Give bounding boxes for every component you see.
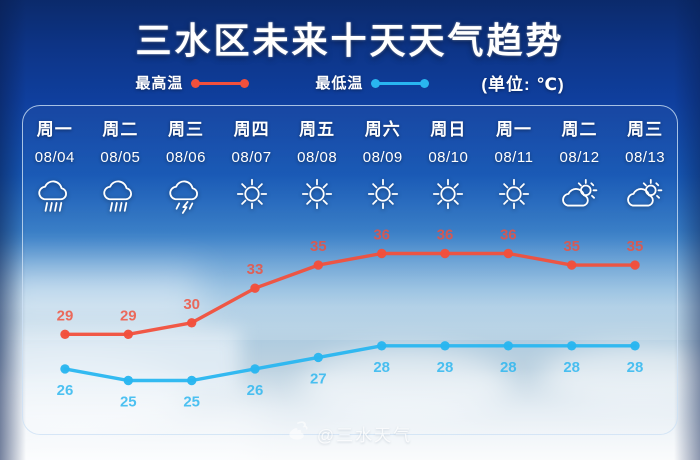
day-weekday: 周二 <box>561 120 598 139</box>
data-label: 29 <box>120 307 137 324</box>
legend-label-low: 最低温 <box>315 75 364 92</box>
day-date: 08/11 <box>494 149 534 166</box>
day-weekday: 周三 <box>627 120 664 139</box>
data-point <box>377 248 387 259</box>
day-date: 08/04 <box>34 149 75 166</box>
data-label: 29 <box>57 307 74 324</box>
day-columns: 周一 08/04 周二 08/05 周三 08/06 周四 08/07 周五 08/08 … <box>22 105 678 225</box>
data-label: 35 <box>563 238 580 255</box>
day-weekday: 周四 <box>233 120 270 139</box>
sun-icon <box>428 174 468 214</box>
day-column: 周六 08/09 <box>350 105 416 225</box>
data-point <box>567 341 577 351</box>
temperature-trend-chart: 29 29 30 33 35 36 36 36 35 35 26 25 25 26 27 28 28 28 28 28 <box>22 200 678 435</box>
page-title: 三水区未来十天天气趋势 <box>135 20 565 61</box>
day-column: 周一 08/11 <box>481 105 547 225</box>
data-point <box>60 329 70 339</box>
legend-item-high: 最高温 <box>135 72 257 93</box>
data-label: 28 <box>500 359 517 376</box>
day-column: 周五 08/08 <box>284 105 350 225</box>
day-weekday: 周三 <box>167 120 204 139</box>
data-label: 27 <box>310 370 327 387</box>
day-date: 08/07 <box>231 149 272 166</box>
legend: 最高温 最低温 (单位: ℃) <box>0 70 700 95</box>
watermark-handle: @三水天气 <box>316 426 413 445</box>
data-point <box>567 260 577 270</box>
data-point <box>250 364 260 374</box>
sun-icon <box>297 174 337 214</box>
data-point <box>123 329 133 339</box>
day-date: 08/09 <box>362 149 403 166</box>
sun-icon <box>494 174 534 214</box>
thunderstorm-icon <box>166 174 206 214</box>
data-point <box>503 341 513 351</box>
day-weekday: 周日 <box>430 120 467 139</box>
series-line <box>63 344 637 383</box>
sun-icon <box>363 174 403 214</box>
day-column: 周二 08/05 <box>88 105 154 225</box>
legend-swatch-low <box>371 76 430 90</box>
day-column: 周四 08/07 <box>219 105 285 225</box>
day-column: 周一 08/04 <box>22 105 88 225</box>
data-label: 30 <box>183 296 200 313</box>
data-label: 26 <box>247 382 264 399</box>
data-point <box>440 341 450 351</box>
legend-swatch-high <box>191 76 250 90</box>
data-point <box>123 375 133 386</box>
day-weekday: 周五 <box>299 120 336 139</box>
data-label: 36 <box>500 227 517 244</box>
day-weekday: 周二 <box>102 120 139 139</box>
data-point <box>630 341 640 351</box>
right-vignette <box>674 0 700 460</box>
day-date: 08/08 <box>297 149 338 166</box>
data-point <box>187 375 197 386</box>
day-date: 08/05 <box>100 149 141 166</box>
data-label: 35 <box>627 238 644 255</box>
legend-item-low: 最低温 <box>315 72 437 93</box>
day-weekday: 周六 <box>364 120 401 139</box>
rain-icon <box>35 174 75 214</box>
data-point <box>440 248 450 259</box>
day-weekday: 周一 <box>495 120 532 139</box>
data-point <box>60 364 70 374</box>
data-label: 36 <box>373 227 390 244</box>
unit-note: (单位: ℃) <box>481 75 565 94</box>
data-label: 33 <box>247 261 264 278</box>
data-label: 26 <box>57 382 74 399</box>
data-point <box>503 248 513 259</box>
sun-icon <box>232 174 272 214</box>
left-vignette <box>0 0 26 460</box>
data-point <box>377 341 387 351</box>
partly-cloudy-icon <box>560 174 600 214</box>
watermark: @三水天气 <box>0 421 700 446</box>
day-date: 08/10 <box>428 149 469 166</box>
data-label: 28 <box>373 359 390 376</box>
data-label: 25 <box>183 394 200 411</box>
day-column: 周二 08/12 <box>547 105 613 225</box>
day-column: 周三 08/13 <box>612 105 678 225</box>
data-point <box>313 352 323 363</box>
data-label: 28 <box>563 359 580 376</box>
data-label: 25 <box>120 394 137 411</box>
data-point <box>187 318 197 328</box>
legend-label-high: 最高温 <box>135 75 184 92</box>
data-point <box>313 260 323 270</box>
data-label: 28 <box>437 359 454 376</box>
data-point <box>250 283 260 293</box>
data-label: 28 <box>627 359 644 376</box>
data-point <box>630 260 640 270</box>
day-date: 08/12 <box>559 149 600 166</box>
partly-cloudy-icon <box>625 174 665 214</box>
day-date: 08/06 <box>165 149 206 166</box>
data-label: 36 <box>437 227 454 244</box>
day-column: 周日 08/10 <box>416 105 482 225</box>
series-line <box>63 251 637 337</box>
day-weekday: 周一 <box>36 120 73 139</box>
data-label: 35 <box>310 238 327 255</box>
day-column: 周三 08/06 <box>153 105 219 225</box>
weibo-icon <box>288 421 310 446</box>
rain-icon <box>100 174 140 214</box>
day-date: 08/13 <box>625 149 666 166</box>
